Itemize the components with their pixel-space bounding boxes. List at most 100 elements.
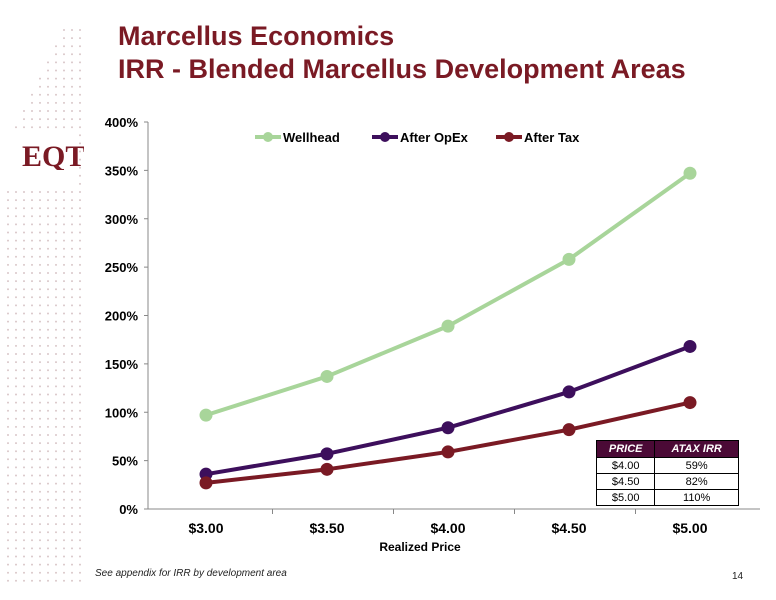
decorative-dot (79, 328, 81, 331)
decorative-dot (79, 93, 81, 96)
decorative-dot (79, 263, 81, 266)
decorative-dot (47, 377, 49, 380)
decorative-dot (7, 207, 9, 210)
decorative-dot (79, 101, 81, 104)
decorative-dot (63, 515, 65, 517)
legend-swatch-marker (504, 132, 514, 142)
x-tick-label: $3.00 (188, 520, 223, 536)
decorative-dot (7, 563, 9, 566)
decorative-dot (71, 93, 73, 96)
y-tick-label: 350% (105, 163, 139, 178)
data-point (683, 166, 697, 180)
decorative-dot (31, 118, 33, 121)
decorative-dot (7, 490, 9, 493)
decorative-dot (79, 547, 81, 550)
decorative-dot (63, 401, 65, 404)
decorative-dot (39, 77, 41, 80)
decorative-dot (55, 377, 57, 380)
decorative-dot (7, 393, 9, 396)
decorative-dot (63, 101, 65, 104)
decorative-dot (47, 93, 49, 96)
decorative-dot (39, 498, 41, 501)
decorative-dot (55, 215, 57, 218)
decorative-dot (15, 377, 17, 380)
decorative-dot (31, 434, 33, 436)
decorative-dot (71, 579, 73, 582)
decorative-dot (71, 434, 73, 436)
decorative-dot (15, 361, 17, 364)
table-header-atax-irr: ATAX IRR (654, 440, 739, 458)
decorative-dot (47, 280, 49, 283)
decorative-dot (55, 523, 57, 526)
decorative-dot (55, 110, 57, 112)
decorative-dot (15, 409, 17, 412)
decorative-dot (79, 215, 81, 218)
decorative-dot (15, 490, 17, 493)
data-point (320, 462, 334, 476)
decorative-dot (47, 344, 49, 347)
decorative-dot (71, 417, 73, 420)
table-cell-price: $4.50 (595, 473, 656, 490)
decorative-dot (79, 45, 81, 48)
decorative-dot (47, 531, 49, 534)
decorative-dot (7, 361, 9, 364)
decorative-dot (47, 126, 49, 129)
decorative-dot (79, 182, 81, 185)
decorative-dot (31, 328, 33, 331)
decorative-dot (15, 425, 17, 428)
decorative-dot (7, 215, 9, 218)
decorative-dot (79, 134, 81, 137)
decorative-dot (23, 377, 25, 380)
decorative-dot (55, 401, 57, 404)
decorative-dot (31, 547, 33, 550)
y-tick-label: 0% (119, 502, 138, 517)
decorative-dot (7, 385, 9, 388)
decorative-dot (15, 506, 17, 509)
decorative-dot (79, 571, 81, 574)
decorative-dot (39, 563, 41, 566)
decorative-dot (63, 280, 65, 283)
decorative-dot (63, 247, 65, 250)
decorative-dot (39, 377, 41, 380)
decorative-dot (71, 223, 73, 226)
decorative-dot (71, 37, 73, 40)
decorative-dot (47, 215, 49, 218)
decorative-dot (47, 231, 49, 234)
decorative-dot (7, 523, 9, 526)
decorative-dot (71, 312, 73, 315)
decorative-dot (7, 247, 9, 250)
decorative-dot (39, 539, 41, 542)
decorative-dot (63, 215, 65, 218)
decorative-dot (31, 231, 33, 234)
decorative-dot (79, 29, 81, 31)
decorative-dot (31, 191, 33, 193)
decorative-dot (23, 539, 25, 542)
decorative-dot (63, 482, 65, 485)
decorative-dot (23, 579, 25, 582)
decorative-dot (31, 288, 33, 291)
decorative-dot (79, 158, 81, 161)
decorative-dot (71, 272, 73, 274)
decorative-dot (15, 442, 17, 445)
decorative-dot (7, 425, 9, 428)
decorative-dot (39, 223, 41, 226)
decorative-dot (39, 320, 41, 323)
data-point (320, 447, 334, 461)
decorative-dot (63, 37, 65, 40)
decorative-dot (71, 320, 73, 323)
decorative-dot (79, 312, 81, 315)
decorative-dot (63, 45, 65, 48)
decorative-dot (23, 296, 25, 299)
decorative-dot (55, 85, 57, 88)
decorative-dot (79, 555, 81, 558)
decorative-dot (79, 393, 81, 396)
decorative-dot (39, 239, 41, 242)
decorative-dot (39, 304, 41, 307)
decorative-dot (23, 320, 25, 323)
decorative-dot (47, 482, 49, 485)
decorative-dot (39, 417, 41, 420)
decorative-dot (31, 425, 33, 428)
decorative-dot (63, 466, 65, 469)
decorative-dot (31, 110, 33, 112)
decorative-dot (79, 458, 81, 461)
